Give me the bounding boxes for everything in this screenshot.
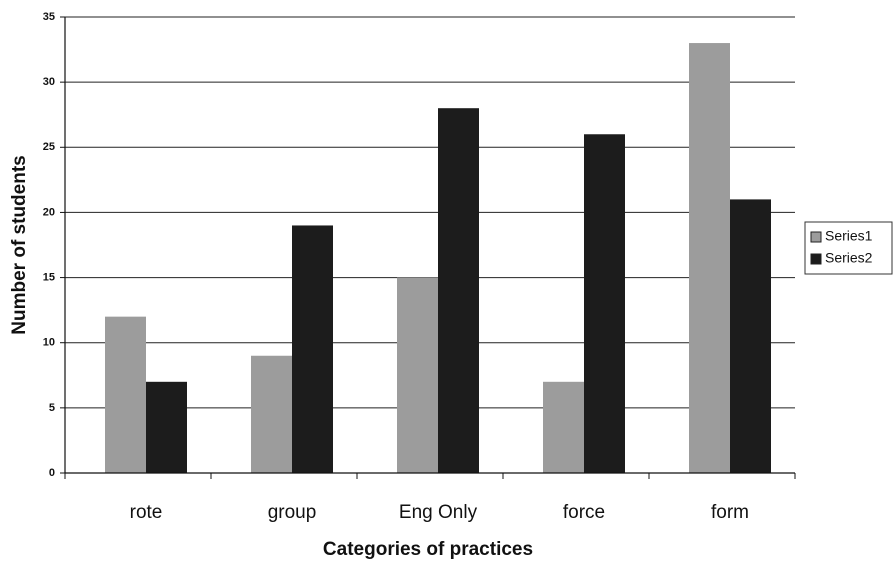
x-axis-title: Categories of practices xyxy=(323,539,533,560)
bar xyxy=(584,134,625,473)
y-tick-label: 5 xyxy=(49,402,55,414)
legend-swatch xyxy=(810,253,822,265)
bar xyxy=(730,199,771,473)
bar xyxy=(292,225,333,473)
y-tick-label: 30 xyxy=(43,76,55,88)
y-tick-label: 20 xyxy=(43,206,55,218)
legend-label: Series1 xyxy=(825,228,873,244)
y-tick-label: 25 xyxy=(43,141,55,153)
x-tick-label: form xyxy=(711,502,749,523)
bar xyxy=(251,355,292,473)
bar xyxy=(438,108,479,473)
bar xyxy=(146,381,187,473)
bar xyxy=(689,43,730,474)
y-tick-label: 0 xyxy=(49,467,55,479)
y-axis-title: Number of students xyxy=(9,155,30,334)
legend-label: Series2 xyxy=(825,250,873,266)
x-tick-label: rote xyxy=(130,502,163,523)
bar xyxy=(543,381,584,473)
legend-box xyxy=(804,221,893,275)
bar xyxy=(397,277,438,473)
legend-swatch xyxy=(810,231,822,243)
y-tick-label: 35 xyxy=(43,11,55,23)
y-tick-label: 10 xyxy=(43,337,55,349)
x-tick-label: Eng Only xyxy=(399,502,478,523)
x-tick-label: force xyxy=(563,502,605,523)
y-tick-label: 15 xyxy=(43,271,55,283)
bar xyxy=(105,316,146,473)
x-tick-label: group xyxy=(268,502,317,523)
